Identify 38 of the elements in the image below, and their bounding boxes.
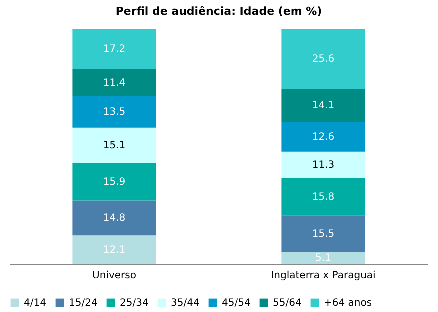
bar xyxy=(282,122,366,152)
x-tick-label: Universo xyxy=(92,270,136,282)
legend-label: 35/44 xyxy=(171,298,200,309)
legend-label: 25/34 xyxy=(120,298,149,309)
data-label: 15.1 xyxy=(103,140,126,152)
bar xyxy=(72,96,156,128)
bar xyxy=(72,163,156,201)
data-label: 11.4 xyxy=(103,78,126,89)
data-label: 13.5 xyxy=(103,107,126,118)
legend-label: +64 anos xyxy=(324,298,372,309)
bar xyxy=(72,29,156,70)
data-label: 11.3 xyxy=(312,160,335,172)
legend-label: 4/14 xyxy=(24,298,46,309)
data-label: 14.8 xyxy=(103,213,126,224)
bar xyxy=(282,29,366,90)
bar xyxy=(282,178,366,216)
bar xyxy=(72,236,156,264)
data-label: 17.2 xyxy=(103,44,126,56)
data-label: 25.6 xyxy=(312,54,335,66)
data-label: 15.5 xyxy=(312,228,335,240)
bar xyxy=(282,152,366,178)
bar xyxy=(282,216,366,252)
data-label: 14.1 xyxy=(312,100,335,112)
data-label: 12.6 xyxy=(312,132,335,144)
legend-label: 15/24 xyxy=(69,298,98,309)
data-label: 5.1 xyxy=(316,253,332,264)
chart-title: Perfil de audiência: Idade (em %) xyxy=(116,5,322,18)
legend-label: 45/54 xyxy=(222,298,251,309)
bar xyxy=(282,252,366,264)
bar xyxy=(72,69,156,96)
x-tick-label: Inglaterra x Paraguai xyxy=(271,270,376,282)
bar xyxy=(282,89,366,122)
data-label: 12.1 xyxy=(103,244,126,256)
data-label: 15.9 xyxy=(103,177,126,188)
bar xyxy=(72,128,156,164)
legend-label: 55/64 xyxy=(273,298,302,309)
bar xyxy=(72,200,156,236)
data-label: 15.8 xyxy=(312,192,335,204)
